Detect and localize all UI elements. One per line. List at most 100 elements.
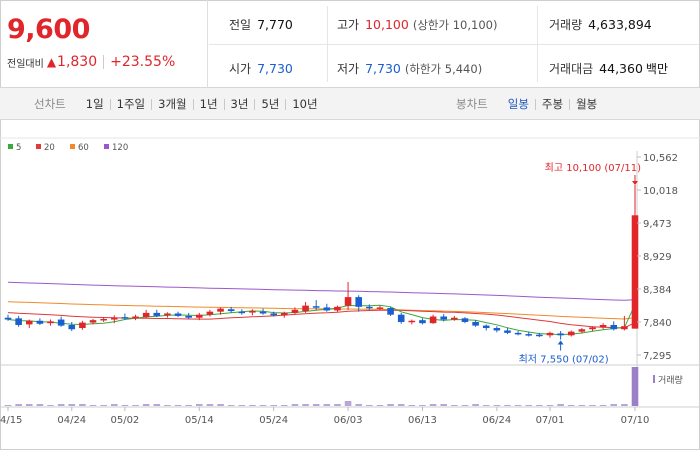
volume-bar: [482, 405, 490, 406]
candle-body: [461, 318, 469, 322]
volume: 거래량 4,633,894: [549, 16, 652, 33]
volume-bar: [206, 404, 214, 406]
candle-body: [557, 333, 564, 336]
candle-body: [429, 316, 437, 324]
prev-close-value: 7,770: [257, 17, 293, 32]
volume-bar: [249, 405, 256, 406]
volume-legend-swatch: [653, 375, 655, 383]
chart-grid: [0, 137, 700, 408]
low-label: 저가: [337, 62, 360, 76]
volume-bar: [610, 404, 618, 406]
candlestick-chart[interactable]: 5 20 60 120 최고 10,100 (07/11) 최저 7,550 (07/0…: [0, 121, 700, 450]
y-tick-label: 8,929: [643, 252, 672, 263]
prev-close: 전일 7,770: [229, 16, 293, 33]
candle-body: [153, 312, 161, 316]
legend-label: 60: [78, 143, 89, 153]
period-1d[interactable]: 1일: [85, 97, 104, 111]
trade-amount: 거래대금 44,360 백만: [549, 60, 668, 77]
period-3y[interactable]: 3년: [230, 97, 249, 111]
candle-body: [376, 307, 384, 309]
divider: [223, 98, 225, 110]
volume-bar: [110, 404, 118, 406]
period-bar: 선차트 1일 1주일 3개월 1년 3년 5년 10년 봉차트 일봉 주봉 월봉: [0, 88, 700, 120]
volume-bar: [238, 405, 246, 406]
period-1w[interactable]: 1주일: [116, 97, 146, 111]
candle-body: [344, 297, 352, 306]
volume-bar: [536, 405, 543, 406]
candle-body: [366, 306, 373, 309]
candle-body: [493, 328, 501, 331]
candle-body: [451, 317, 458, 320]
candle-body: [281, 312, 288, 316]
volume-bar: [376, 405, 384, 406]
x-tick-label: 06/03: [334, 415, 363, 426]
y-tick-label: 8,384: [643, 285, 672, 296]
candle-body: [238, 311, 246, 314]
candle-body: [89, 320, 97, 323]
high-annotation: 최고 10,100 (07/11): [545, 162, 641, 174]
period-daily[interactable]: 일봉: [507, 97, 529, 111]
quote-header: 9,600 전일대비 ▲ 1,830 +23.55% 전일 7,770 고가 1…: [0, 0, 700, 88]
period-1y[interactable]: 1년: [199, 97, 218, 111]
candle-body: [110, 317, 118, 320]
candle-body: [36, 320, 44, 324]
candle-body: [174, 313, 182, 316]
volume-bar: [227, 405, 235, 406]
chart-area: 5 20 60 120 최고 10,100 (07/11) 최저 7,550 (07/0…: [0, 121, 700, 450]
volume-bar: [36, 404, 44, 406]
volume-bar: [164, 405, 171, 406]
volume-bar: [217, 404, 224, 406]
x-tick-label: 05/14: [185, 415, 214, 426]
candle-body: [567, 331, 575, 336]
chart-annotations: 최고 10,100 (07/11) 최저 7,550 (07/02): [519, 162, 641, 366]
legend-swatch: [8, 144, 13, 149]
candle-body: [408, 320, 416, 323]
candle-body: [259, 311, 267, 314]
divider: [534, 98, 536, 110]
candle-body: [164, 313, 171, 316]
period-weekly[interactable]: 주봉: [541, 97, 564, 111]
volume-bar: [153, 404, 161, 406]
period-5y[interactable]: 5년: [261, 97, 280, 111]
volume-bar: [578, 405, 586, 406]
candle-body: [185, 315, 192, 318]
change-label: 전일대비: [7, 58, 44, 70]
period-3m[interactable]: 3개월: [158, 97, 187, 111]
ma-5-line: [7, 304, 636, 336]
period-monthly[interactable]: 월봉: [576, 97, 598, 111]
candle-body: [482, 325, 490, 329]
low-price: 저가 7,730 (하한가 5,440): [337, 60, 482, 77]
quote-stats: 전일 7,770 고가 10,100 (상한가 10,100) 거래량 4,63…: [209, 0, 699, 88]
volume-bar: [259, 405, 267, 406]
volume-bar: [599, 405, 607, 406]
legend-label: 20: [44, 143, 55, 153]
divider: [192, 98, 194, 110]
candle-body: [25, 320, 33, 325]
candle-body: [578, 329, 586, 332]
volume-bar: [132, 405, 139, 406]
candle-body: [206, 311, 214, 315]
volume-bar: [174, 405, 182, 406]
high-label: 고가: [337, 18, 360, 32]
volume-bar: [142, 404, 150, 406]
x-tick-label: 05/02: [110, 415, 139, 426]
x-tick-label: 04/24: [57, 415, 86, 426]
change-row: 전일대비 ▲ 1,830 +23.55%: [7, 54, 175, 70]
volume-value: 4,633,894: [588, 17, 652, 32]
amount-value: 44,360: [599, 61, 643, 76]
volume-bar: [525, 405, 533, 406]
x-tick-label: 06/24: [482, 415, 511, 426]
open-price: 시가 7,730: [229, 60, 293, 77]
volume-bar: [567, 405, 575, 406]
candle-body: [270, 313, 277, 316]
volume-bar: [79, 404, 86, 406]
volume-bar: [546, 405, 554, 406]
x-tick-label: 07/01: [536, 415, 565, 426]
line-chart-periods: 선차트 1일 1주일 3개월 1년 3년 5년 10년: [34, 88, 324, 120]
volume-bar: [461, 405, 469, 406]
candle-body: [514, 332, 522, 335]
period-10y[interactable]: 10년: [292, 97, 318, 111]
candle-body: [546, 332, 554, 336]
volume-bar: [334, 404, 341, 406]
legend-swatch: [36, 144, 41, 149]
